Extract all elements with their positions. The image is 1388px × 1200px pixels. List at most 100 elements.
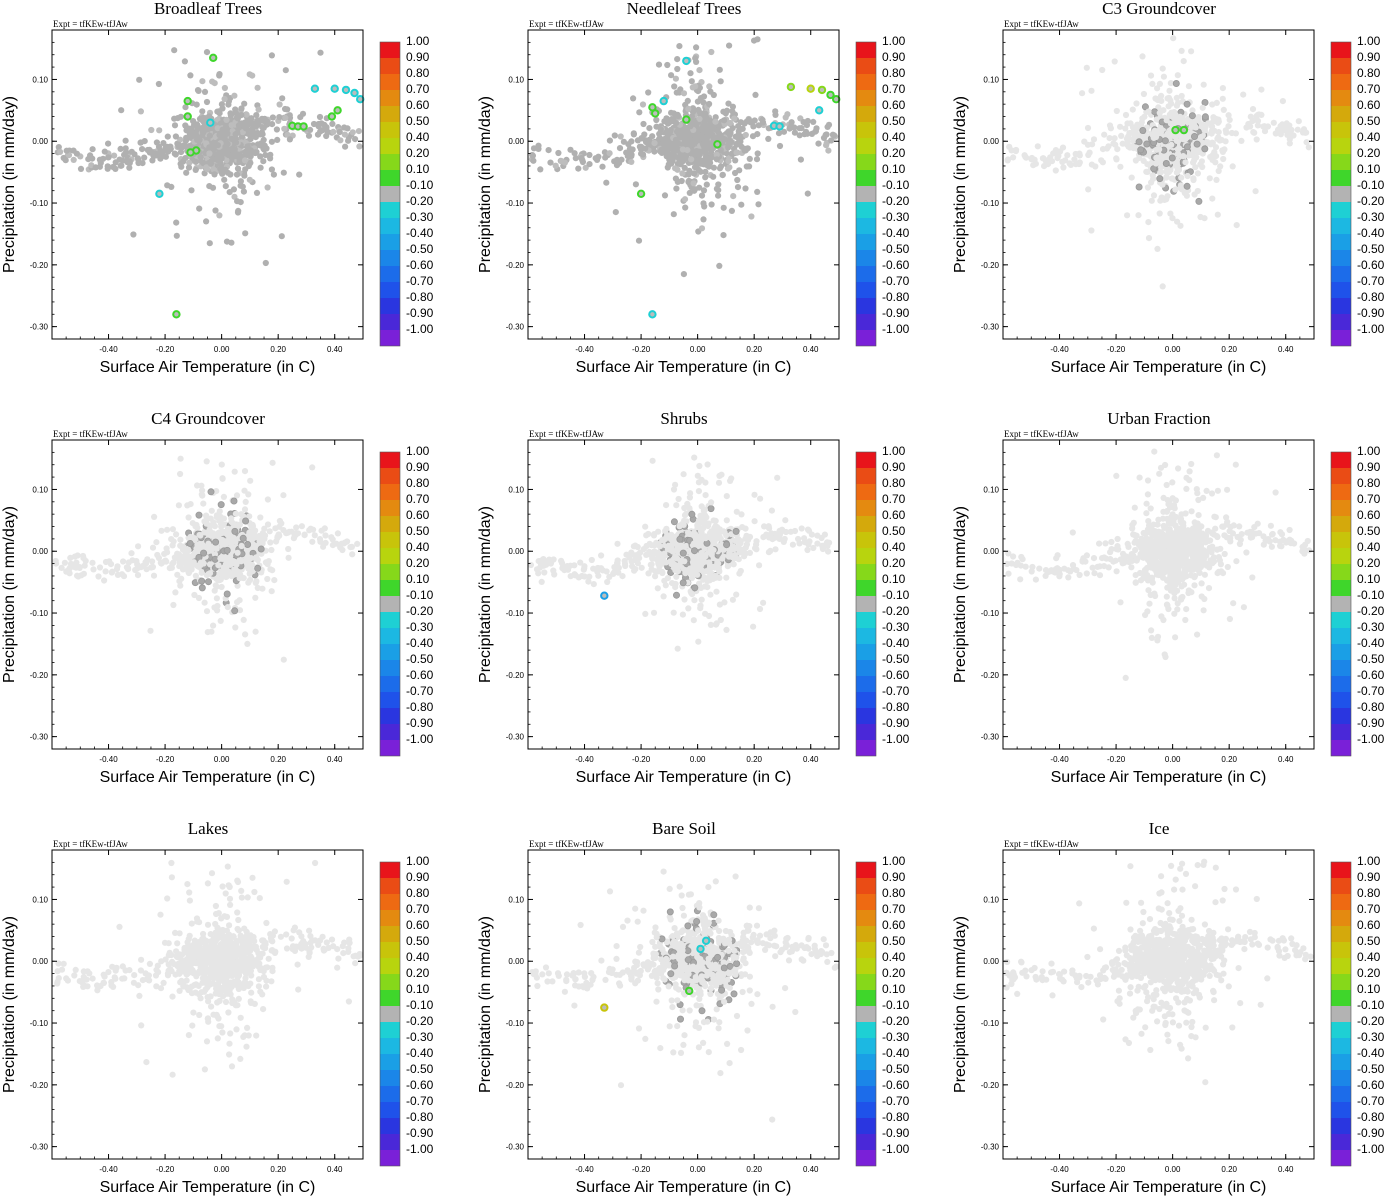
background-point bbox=[1252, 188, 1259, 195]
background-point bbox=[111, 152, 118, 159]
colorbar-swatch bbox=[1331, 170, 1351, 186]
background-point bbox=[702, 479, 709, 486]
background-point bbox=[716, 262, 723, 269]
background-point bbox=[661, 577, 668, 584]
background-point bbox=[1238, 137, 1245, 144]
background-point bbox=[739, 125, 746, 132]
background-point bbox=[206, 144, 213, 151]
background-point bbox=[1188, 48, 1195, 55]
background-point bbox=[1159, 181, 1166, 188]
background-point bbox=[1146, 149, 1153, 156]
panel-title: C3 Groundcover bbox=[1102, 0, 1216, 18]
background-point bbox=[183, 553, 190, 560]
background-point bbox=[1057, 148, 1064, 155]
background-point bbox=[234, 165, 242, 172]
background-point bbox=[702, 168, 709, 175]
background-point bbox=[801, 131, 808, 138]
background-point bbox=[1180, 58, 1187, 65]
colorbar-label: -0.80 bbox=[406, 290, 434, 304]
colorbar-swatch bbox=[856, 234, 876, 250]
background-point bbox=[255, 106, 262, 113]
y-tick-label: 0.00 bbox=[32, 547, 48, 556]
y-axis-label: Precipitation (in mm/day) bbox=[477, 96, 494, 273]
background-point bbox=[222, 183, 229, 190]
background-point bbox=[702, 492, 709, 499]
background-point bbox=[55, 144, 62, 151]
background-point bbox=[684, 147, 691, 154]
background-point bbox=[681, 164, 688, 171]
background-point bbox=[691, 186, 699, 193]
background-point bbox=[545, 147, 552, 154]
background-point bbox=[1201, 113, 1209, 121]
background-point bbox=[171, 122, 179, 129]
background-point bbox=[225, 151, 232, 159]
background-point bbox=[798, 125, 805, 132]
highlight-point bbox=[183, 112, 192, 121]
background-point bbox=[231, 92, 238, 99]
background-point bbox=[1201, 215, 1208, 222]
background-point bbox=[796, 132, 803, 139]
background-point bbox=[1200, 81, 1207, 88]
background-point bbox=[1172, 80, 1180, 88]
background-point bbox=[675, 495, 682, 503]
highlight-point bbox=[806, 84, 815, 93]
background-point bbox=[700, 187, 708, 194]
background-point bbox=[1219, 95, 1226, 102]
background-point bbox=[628, 138, 635, 145]
background-point bbox=[1158, 92, 1165, 99]
background-point bbox=[260, 117, 267, 124]
background-point bbox=[260, 158, 267, 165]
colorbar-label: -0.70 bbox=[406, 274, 434, 288]
background-point bbox=[1151, 108, 1159, 116]
y-tick-label: -0.20 bbox=[506, 261, 525, 270]
background-point bbox=[74, 552, 81, 559]
background-point bbox=[630, 131, 638, 138]
background-point bbox=[538, 578, 545, 586]
background-point bbox=[276, 101, 283, 108]
background-point bbox=[1174, 146, 1181, 153]
background-point bbox=[172, 151, 179, 158]
background-point bbox=[1249, 106, 1257, 113]
background-point bbox=[164, 133, 171, 140]
background-point bbox=[668, 72, 675, 79]
background-point bbox=[725, 144, 732, 151]
background-point bbox=[192, 572, 199, 580]
background-point bbox=[206, 561, 214, 568]
background-point bbox=[1175, 99, 1182, 106]
background-point bbox=[1117, 163, 1124, 170]
background-point bbox=[705, 163, 713, 170]
background-point bbox=[675, 113, 682, 120]
background-point bbox=[535, 558, 542, 565]
background-point bbox=[207, 488, 215, 496]
background-point bbox=[230, 186, 237, 193]
background-point bbox=[536, 564, 544, 571]
background-point bbox=[1209, 195, 1216, 202]
background-point bbox=[1168, 141, 1175, 148]
background-point bbox=[640, 120, 647, 128]
background-point bbox=[158, 527, 165, 534]
background-point bbox=[162, 153, 169, 160]
background-point bbox=[199, 159, 206, 166]
background-point bbox=[1170, 35, 1177, 42]
y-tick-label: -0.10 bbox=[30, 199, 49, 208]
background-point bbox=[717, 146, 724, 153]
background-point bbox=[691, 584, 699, 592]
colorbar-label: -0.60 bbox=[406, 258, 434, 272]
colorbar-label: -0.40 bbox=[406, 226, 434, 240]
background-point bbox=[1189, 107, 1196, 114]
background-point bbox=[209, 184, 217, 191]
background-point bbox=[177, 113, 184, 120]
colorbar-swatch bbox=[380, 452, 400, 468]
background-point bbox=[708, 48, 715, 56]
background-point bbox=[105, 154, 112, 161]
background-point bbox=[1225, 112, 1232, 119]
background-point bbox=[777, 529, 784, 536]
background-point bbox=[742, 131, 749, 139]
background-point bbox=[727, 119, 734, 127]
colorbar-swatch bbox=[380, 596, 400, 612]
background-point bbox=[195, 511, 203, 519]
background-point bbox=[723, 517, 730, 524]
background-point bbox=[1189, 121, 1196, 128]
background-point bbox=[646, 125, 653, 132]
background-point bbox=[232, 139, 240, 146]
